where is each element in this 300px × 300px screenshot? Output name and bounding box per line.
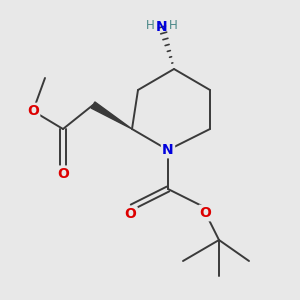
Text: N: N — [156, 20, 168, 34]
Text: O: O — [57, 167, 69, 181]
Text: O: O — [27, 104, 39, 118]
Text: O: O — [200, 206, 211, 220]
Text: O: O — [124, 208, 136, 221]
Text: N: N — [162, 143, 174, 157]
Text: H: H — [169, 19, 178, 32]
Polygon shape — [91, 102, 132, 129]
Text: H: H — [146, 19, 155, 32]
